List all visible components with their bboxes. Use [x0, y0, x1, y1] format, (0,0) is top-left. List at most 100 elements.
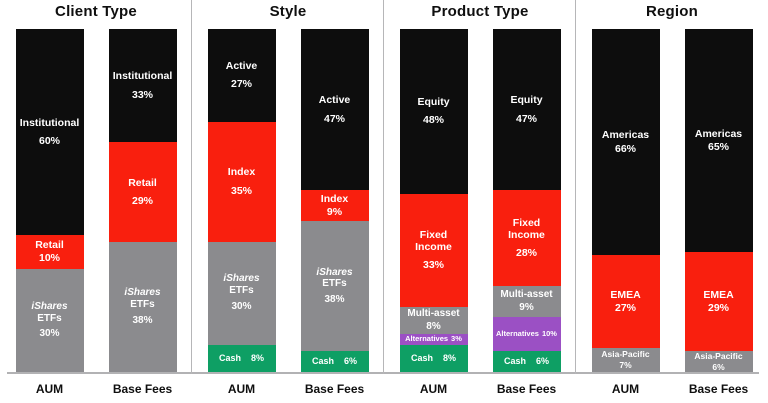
segment-label: Americas — [601, 129, 650, 142]
segment-value: 6% — [712, 362, 725, 373]
segment-value: 27% — [614, 302, 636, 315]
segment-institutional: Institutional 60% — [15, 29, 84, 235]
bar-product-type-aum: Equity 48% Fixed Income 33% Multi-asset 8% Alte… — [399, 29, 468, 372]
segment-label: Retail — [128, 176, 157, 189]
segment-cash: Cash 8% — [207, 344, 276, 372]
segment-label: EMEA — [703, 288, 734, 301]
axis-row-client-type: AUM Base Fees — [0, 372, 192, 403]
segment-label: ETFs — [37, 312, 62, 324]
segment-value: 9% — [519, 302, 534, 314]
axis-label-region-aum: AUM — [611, 382, 640, 396]
segment-value: 9% — [326, 206, 343, 219]
bar-style-aum: Active 27% Index 35% iShares ETFs 30% Cash 8% — [207, 29, 276, 372]
axis-label-product-type-aum: AUM — [419, 382, 448, 396]
segment-active: Active 47% — [300, 29, 369, 191]
segment-label: Institutional — [19, 116, 80, 129]
segment-label: Alternatives — [496, 328, 539, 338]
group-product-type: Product Type Equity 48% Fixed Income 33% Multi… — [384, 0, 576, 403]
group-region: Region Americas 66% EMEA 27% Asia-Pacific 7% Am… — [576, 0, 768, 403]
bars-row-region: Americas 66% EMEA 27% Asia-Pacific 7% Americas… — [576, 29, 768, 372]
group-divider — [383, 0, 384, 374]
segment-label: Index — [227, 166, 256, 179]
group-title-client-type: Client Type — [55, 3, 137, 20]
segment-label: iShares — [223, 273, 260, 285]
segment-institutional: Institutional 33% — [108, 29, 177, 143]
segment-label: Institutional — [112, 70, 173, 83]
bar-region-aum: Americas 66% EMEA 27% Asia-Pacific 7% — [591, 29, 660, 372]
segment-value: 30% — [231, 301, 252, 312]
segment-value: 6% — [536, 356, 550, 367]
segment-value: 8% — [426, 321, 441, 333]
segment-ishares-etfs: iShares ETFs 30% — [207, 241, 276, 345]
group-title-style: Style — [269, 3, 307, 20]
bar-client-type-aum: Institutional 60% Retail 10% iShares ETFs 30% — [15, 29, 84, 372]
bar-region-base-fees: Americas 65% EMEA 29% Asia-Pacific 6% — [684, 29, 753, 373]
segment-label: iShares — [124, 287, 161, 299]
segment-americas: Americas 65% — [684, 29, 753, 252]
segment-value: 28% — [515, 247, 537, 260]
bars-row-client-type: Institutional 60% Retail 10% iShares ETFs 30% I… — [0, 29, 192, 372]
group-title-region: Region — [645, 3, 699, 20]
segment-asia-pacific: Asia-Pacific 6% — [684, 351, 753, 373]
segment-asia-pacific: Asia-Pacific 7% — [591, 347, 660, 372]
segment-label: Multi-asset — [500, 289, 553, 301]
segment-alternatives: Alternatives 3% — [399, 333, 468, 345]
segment-label: iShares — [316, 266, 353, 278]
segment-label: Active — [225, 59, 258, 72]
segment-label: Multi-asset — [407, 308, 460, 320]
segment-index: Index 35% — [207, 121, 276, 242]
bars-row-product-type: Equity 48% Fixed Income 33% Multi-asset 8% Alte… — [384, 29, 576, 372]
segment-label: Alternatives — [405, 333, 449, 343]
segment-active: Active 27% — [207, 29, 276, 122]
segment-value: 33% — [131, 88, 153, 101]
segment-label: Equity — [417, 95, 450, 108]
segment-label: Income — [415, 241, 452, 254]
segment-label: Equity — [510, 94, 543, 107]
segment-value: 7% — [619, 360, 632, 371]
bar-client-type-base-fees: Institutional 33% Retail 29% iShares ETFs 38% — [108, 29, 177, 372]
segment-value: 29% — [131, 194, 153, 207]
axis-label-product-type-base-fees: Base Fees — [496, 382, 557, 396]
segment-value: 8% — [443, 352, 457, 363]
segment-ishares-etfs: iShares ETFs 38% — [300, 221, 369, 352]
segment-label: Cash — [218, 352, 241, 363]
segment-multi-asset: Multi-asset 8% — [399, 306, 468, 335]
segment-value: 38% — [132, 314, 153, 326]
group-divider — [191, 0, 192, 374]
axis-label-style-aum: AUM — [227, 382, 256, 396]
segment-value: 30% — [39, 328, 60, 340]
segment-label: Cash — [311, 356, 334, 367]
bars-row-style: Active 27% Index 35% iShares ETFs 30% Cash 8% Act… — [192, 29, 384, 372]
segment-cash: Cash 8% — [399, 344, 468, 372]
segment-multi-asset: Multi-asset 9% — [492, 286, 561, 318]
segment-label: Cash — [503, 356, 526, 367]
segment-label: Americas — [694, 127, 743, 140]
segment-label: Fixed — [419, 228, 448, 241]
segment-alternatives: Alternatives 10% — [492, 317, 561, 352]
segment-fixed-income: Fixed Income 33% — [399, 193, 468, 307]
group-divider — [575, 0, 576, 374]
segment-value: 35% — [230, 184, 252, 197]
axis-label-region-base-fees: Base Fees — [688, 382, 749, 396]
segment-cash: Cash 6% — [492, 351, 561, 372]
group-title-product-type: Product Type — [431, 3, 529, 20]
segment-value: 8% — [251, 352, 265, 363]
segment-label: ETFs — [322, 278, 347, 290]
segment-emea: EMEA 27% — [591, 255, 660, 348]
segment-value: 29% — [707, 302, 729, 315]
axis-row-product-type: AUM Base Fees — [384, 372, 576, 403]
segment-equity: Equity 48% — [399, 29, 468, 194]
segment-label: iShares — [31, 300, 68, 312]
segment-retail: Retail 29% — [108, 142, 177, 242]
segment-label: Asia-Pacific — [694, 351, 743, 362]
axis-row-region: AUM Base Fees — [576, 372, 768, 403]
segment-label: Active — [318, 94, 351, 107]
segment-value: 6% — [344, 356, 358, 367]
segment-value: 3% — [451, 333, 462, 343]
segment-value: 66% — [614, 142, 636, 155]
segment-equity: Equity 47% — [492, 29, 561, 191]
segment-emea: EMEA 29% — [684, 251, 753, 352]
segment-label: EMEA — [610, 288, 641, 301]
